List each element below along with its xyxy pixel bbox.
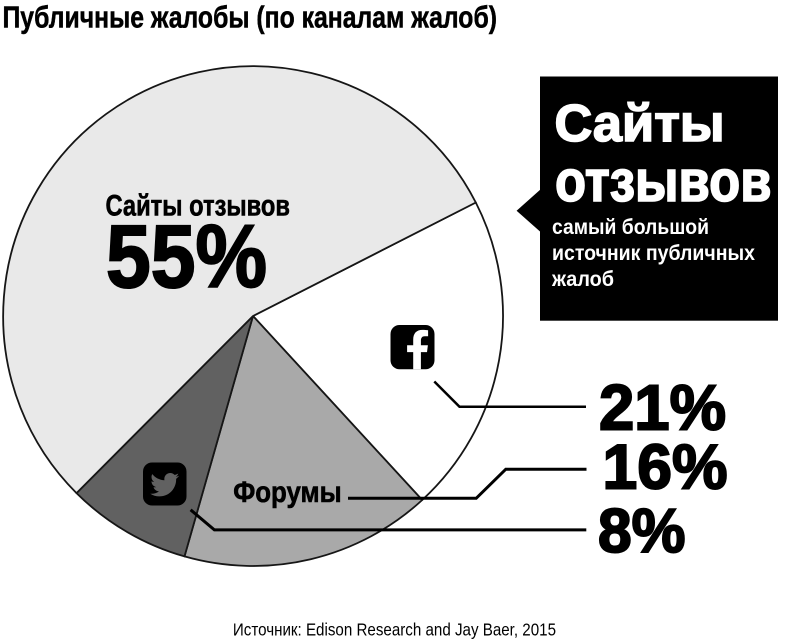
- svg-text:16%: 16%: [603, 433, 728, 503]
- svg-text:Сайты отзывов: Сайты отзывов: [106, 189, 291, 222]
- svg-text:источник публичных: источник публичных: [552, 242, 755, 265]
- svg-text:самый большой: самый большой: [552, 216, 709, 239]
- svg-text:8%: 8%: [598, 496, 686, 566]
- svg-text:55%: 55%: [106, 206, 267, 306]
- svg-text:Источник: Edison Research and: Источник: Edison Research and Jay Baer, …: [233, 620, 556, 640]
- svg-text:21%: 21%: [599, 372, 726, 444]
- svg-text:жалоб: жалоб: [551, 268, 614, 291]
- svg-text:отзывов: отзывов: [555, 149, 772, 214]
- svg-text:Публичные жалобы (по каналам ж: Публичные жалобы (по каналам жалоб): [3, 0, 498, 35]
- svg-text:Форумы: Форумы: [233, 476, 342, 509]
- svg-text:Сайты: Сайты: [555, 95, 725, 153]
